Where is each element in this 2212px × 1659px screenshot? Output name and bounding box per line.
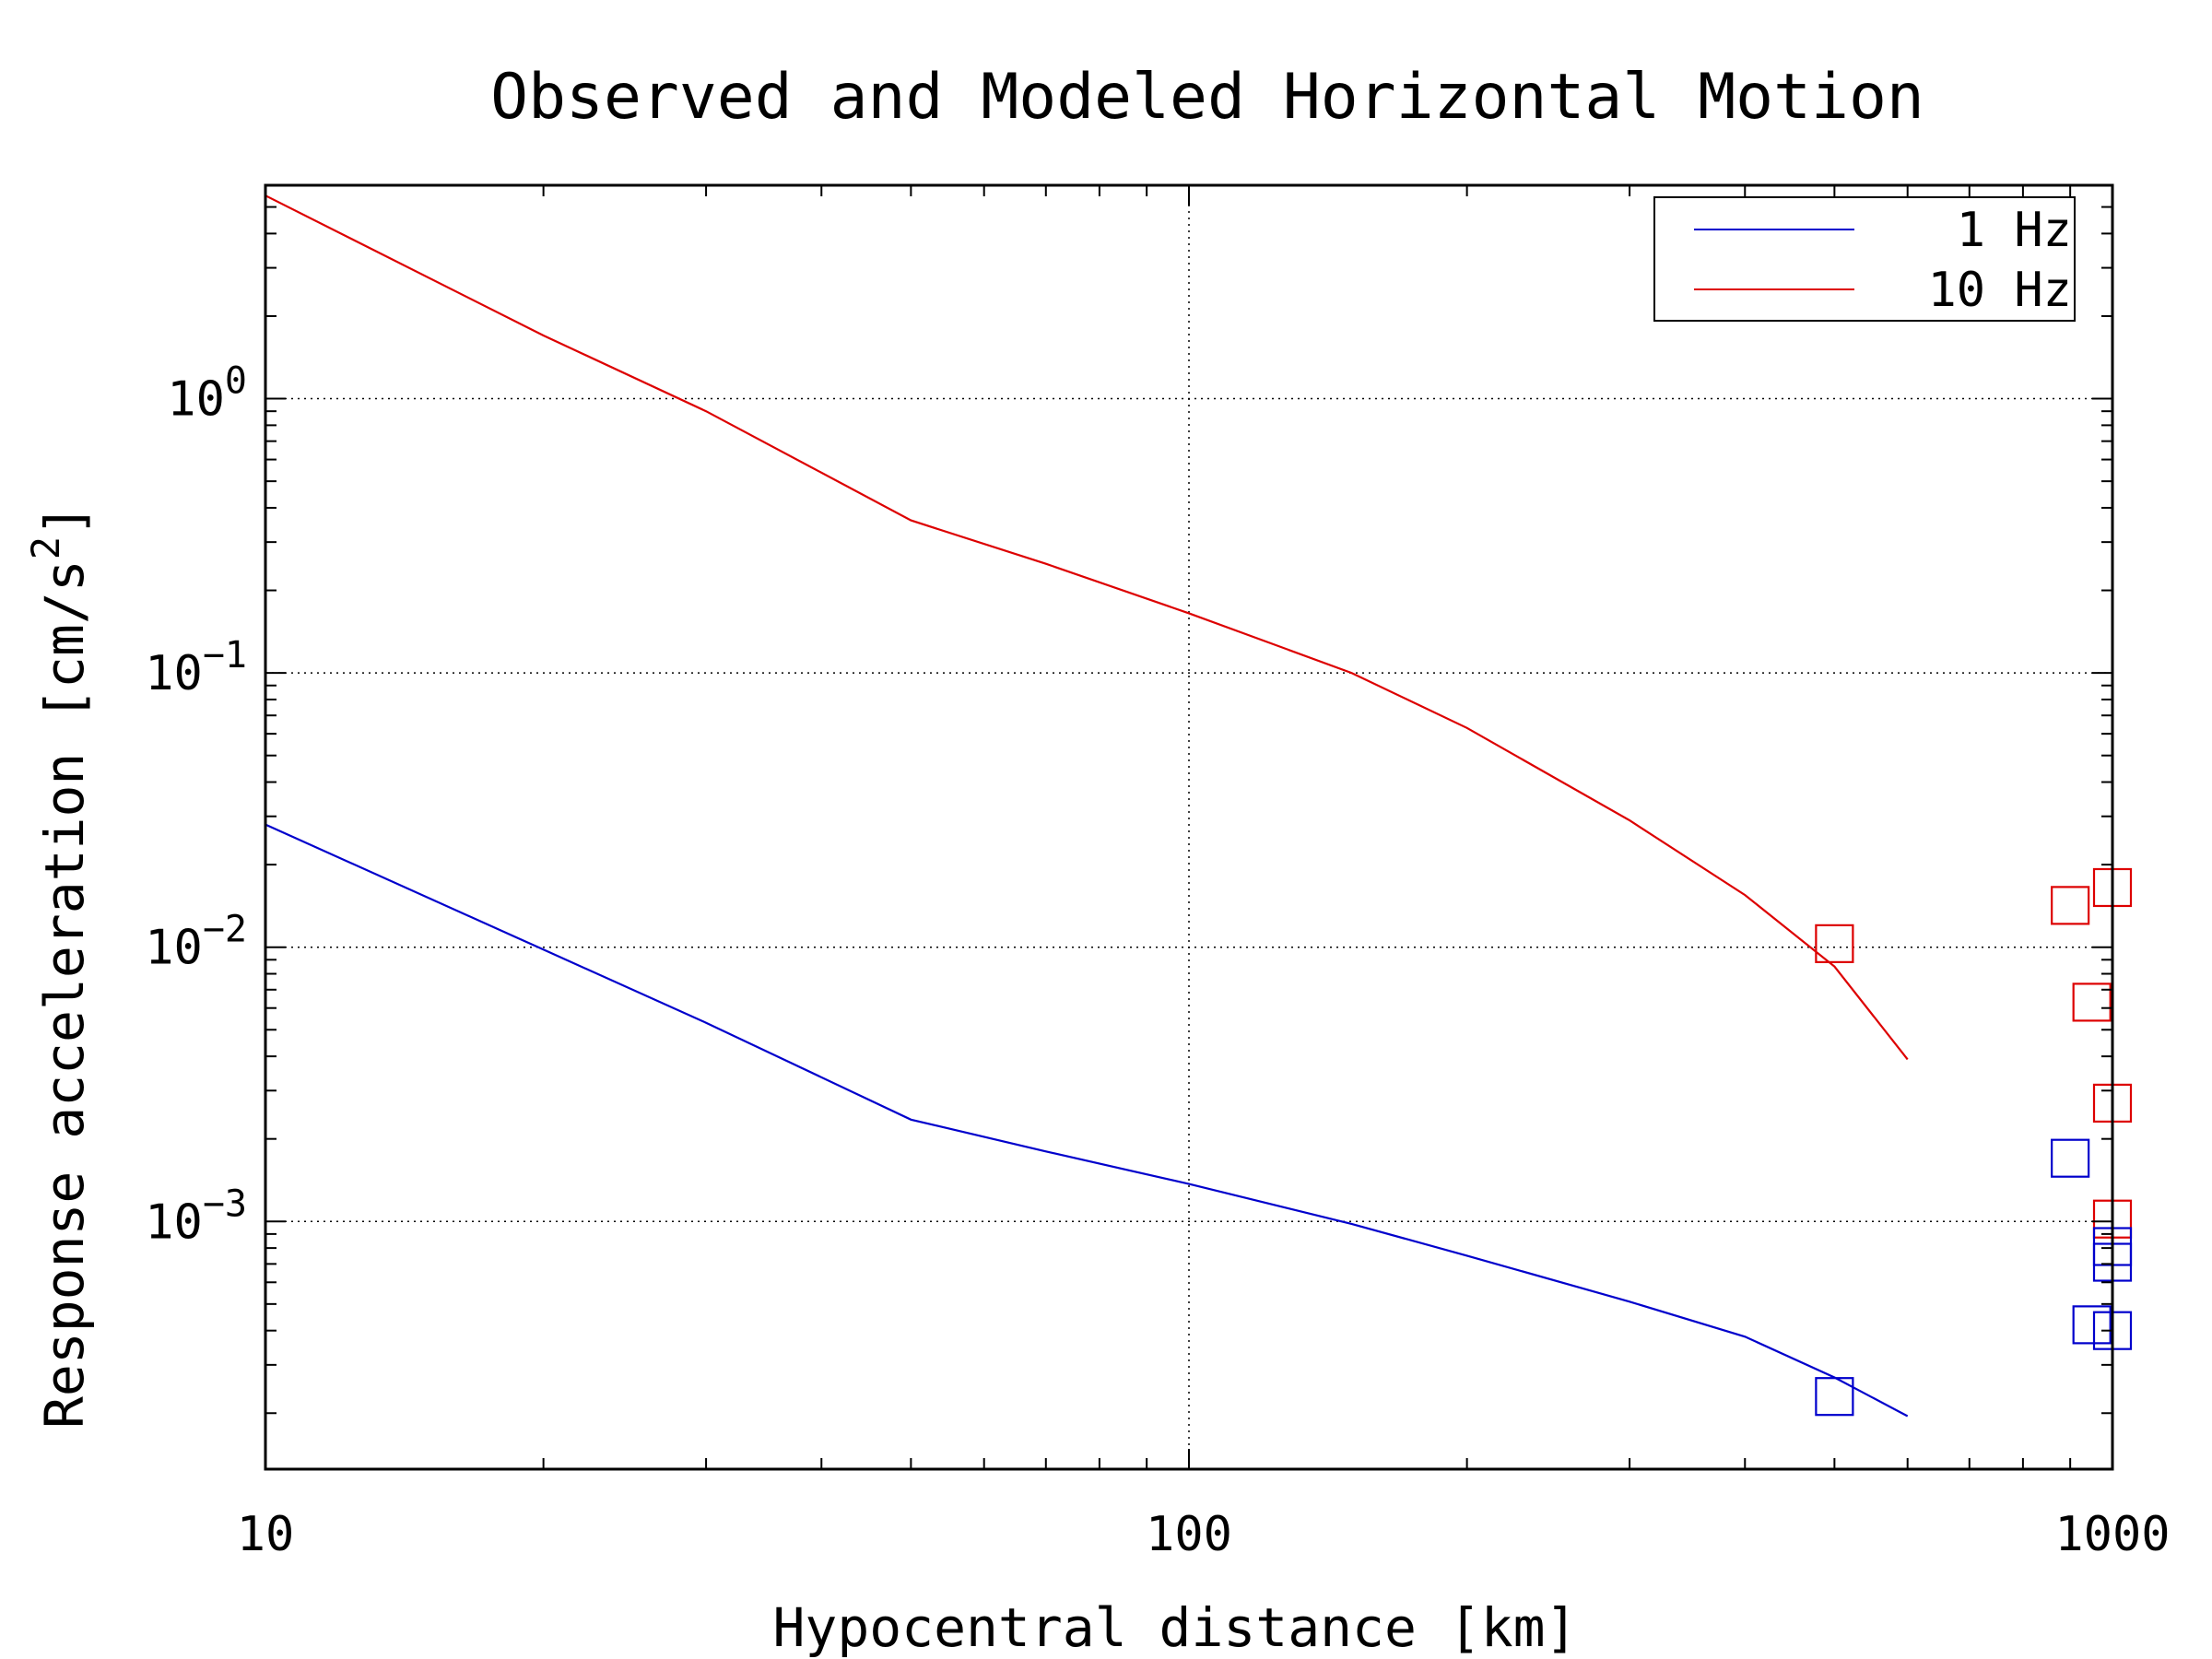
y-tick-label: 10−3 [145,1182,247,1250]
x-tick-label: 1000 [2054,1507,2170,1562]
observed-point-1hz [1815,1377,1854,1417]
y-tick-label-base: 10 [145,1194,203,1250]
legend-label-1hz: 1 Hz [1957,203,2072,258]
x-tick-label: 10 [237,1507,295,1562]
observed-point-10hz [2051,886,2090,925]
y-axis-label: Response acceleration [cm/s2] [23,504,96,1429]
y-axis-label-close: ] [33,504,96,536]
x-tick-label: 100 [1146,1507,1232,1562]
x-axis-label: Hypocentral distance [km] [773,1596,1578,1659]
legend: 1 Hz 10 Hz [1653,196,2076,322]
y-axis-label-superscript: 2 [23,536,68,559]
y-tick-label: 10−1 [145,634,247,701]
y-tick-label-exponent: 0 [225,360,247,403]
y-tick-label-base: 10 [167,372,225,428]
y-tick-label-base: 10 [145,646,203,701]
y-tick-label: 10−2 [145,909,247,976]
y-tick-label-exponent: −3 [203,1182,247,1225]
grid [265,185,2112,1469]
y-tick-label-exponent: −1 [203,634,247,677]
series-lines [265,194,1909,1418]
observed-point-10hz [1815,924,1854,963]
series-line-10hz [265,194,1909,1061]
legend-label-10hz: 10 Hz [1927,263,2072,318]
y-axis-label-text: Response acceleration [cm/s [33,559,96,1429]
x-tick-labels: 10 100 1000 [237,1507,2171,1562]
axis-ticks [265,184,2113,1469]
chart-title: Observed and Modeled Horizontal Motion [490,61,1924,134]
observed-markers [1815,867,2133,1417]
observed-point-10hz [2072,982,2112,1022]
y-tick-label-exponent: −2 [203,909,247,951]
y-tick-label: 100 [167,360,247,428]
y-tick-label-base: 10 [145,921,203,976]
observed-point-1hz [2051,1138,2090,1178]
observed-point-1hz [2072,1305,2112,1345]
legend-box [1653,196,2076,322]
series-line-1hz [265,823,1909,1418]
